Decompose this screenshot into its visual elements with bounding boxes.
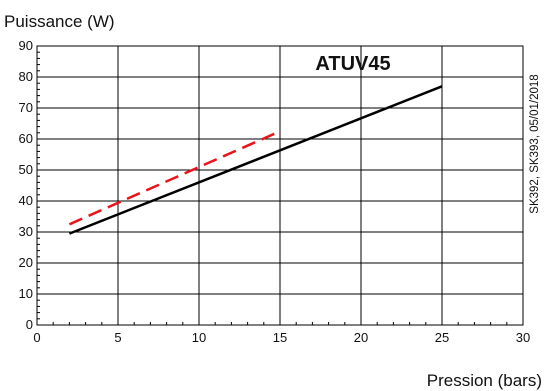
y-tick-label: 0	[26, 317, 33, 332]
y-tick-label: 80	[19, 69, 33, 84]
y-tick-label: 10	[19, 286, 33, 301]
x-tick-label: 15	[273, 330, 287, 345]
y-tick-label: 70	[19, 100, 33, 115]
y-tick-labels: 0 10 20 30 40 50 60 70 80 90	[19, 38, 33, 332]
y-tick-label: 50	[19, 162, 33, 177]
x-tick-label: 0	[33, 330, 40, 345]
x-axis-title: Pression (bars)	[427, 371, 542, 390]
x-tick-label: 20	[354, 330, 368, 345]
plot-frame	[36, 45, 524, 326]
x-tick-label: 30	[516, 330, 530, 345]
series-line-1	[68, 85, 443, 235]
chart-title: ATUV45	[315, 53, 390, 75]
series-line-2	[68, 130, 281, 226]
gridlines	[37, 46, 523, 325]
side-note: SK392, SK393, 05/01/2018	[529, 74, 541, 213]
y-axis-title: Puissance (W)	[4, 12, 115, 31]
y-tick-label: 40	[19, 193, 33, 208]
y-tick-label: 20	[19, 255, 33, 270]
y-tick-label: 90	[19, 38, 33, 53]
series-layer	[68, 85, 443, 235]
x-tick-labels: 0 5 10 15 20 25 30	[33, 330, 530, 345]
x-tick-label: 10	[192, 330, 206, 345]
x-tick-label: 5	[114, 330, 121, 345]
x-tick-label: 25	[435, 330, 449, 345]
y-tick-label: 30	[19, 224, 33, 239]
y-tick-label: 60	[19, 131, 33, 146]
